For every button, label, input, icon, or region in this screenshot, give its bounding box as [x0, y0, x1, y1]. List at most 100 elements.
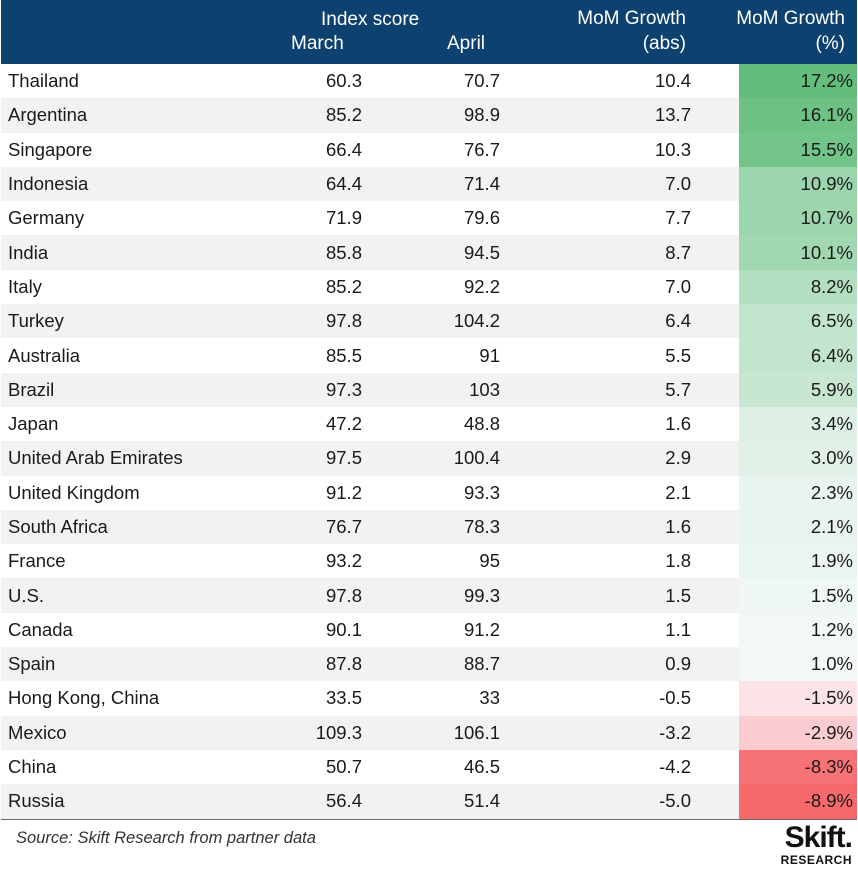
cell-pct-growth: -1.5%	[739, 681, 857, 716]
cell-country: South Africa	[8, 516, 108, 537]
table-body: Thailand 60.3 70.7 10.4 17.2% Argentina 85.2 98…	[1, 64, 857, 820]
cell-march: 109.3	[315, 721, 362, 743]
cell-abs-growth: 7.7	[665, 207, 691, 229]
growth-table: Index score March April MoM Growth (abs)…	[1, 0, 857, 820]
cell-abs-growth: 1.6	[665, 413, 691, 435]
cell-pct-growth: 10.7%	[739, 201, 857, 236]
cell-march: 91.2	[325, 481, 362, 503]
table-row: China 50.7 46.5 -4.2 -8.3%	[1, 749, 857, 785]
cell-pct-growth: 10.1%	[739, 235, 857, 270]
cell-march: 71.9	[325, 207, 362, 229]
cell-country: Indonesia	[8, 173, 89, 195]
cell-pct-growth: 15.5%	[739, 132, 857, 167]
cell-march: 60.3	[325, 70, 362, 92]
cell-country: U.S.	[8, 584, 44, 606]
table-row: Mexico 109.3 106.1 -3.2 -2.9%	[1, 715, 857, 750]
header-march: March	[291, 33, 344, 54]
cell-country: France	[8, 550, 66, 572]
header-index-score: Index score	[321, 9, 420, 30]
cell-april: 100.4	[453, 447, 500, 469]
cell-country: Japan	[8, 413, 59, 435]
cell-abs-growth: 6.4	[665, 310, 691, 332]
cell-country: Hong Kong, China	[8, 687, 160, 709]
table-header: Index score March April MoM Growth (abs)…	[1, 0, 857, 64]
cell-pct-growth: 1.5%	[739, 578, 857, 613]
cell-country: Argentina	[8, 104, 88, 126]
cell-pct-growth: 1.0%	[739, 647, 857, 682]
cell-march: 76.7	[325, 516, 362, 537]
table-row: United Arab Emirates 97.5 100.4 2.9 3.0%	[1, 441, 857, 476]
cell-april: 92.2	[463, 275, 500, 297]
cell-april: 46.5	[463, 756, 500, 778]
cell-abs-growth: -3.2	[659, 721, 691, 743]
cell-april: 98.9	[463, 104, 500, 126]
cell-pct-growth: -8.9%	[739, 784, 857, 819]
cell-abs-growth: 5.5	[665, 344, 691, 366]
cell-abs-growth: 10.4	[654, 70, 691, 92]
cell-abs-growth: -5.0	[659, 790, 691, 812]
cell-pct-growth: 2.1%	[739, 509, 857, 545]
cell-march: 50.7	[325, 756, 362, 778]
cell-pct-growth: 10.9%	[739, 166, 857, 202]
cell-march: 66.4	[325, 138, 362, 160]
cell-country: Germany	[8, 207, 85, 229]
skift-research-logo: Skift. RESEARCH	[780, 821, 853, 868]
table-row: South Africa 76.7 78.3 1.6 2.1%	[1, 509, 857, 545]
table-row: Hong Kong, China 33.5 33 -0.5 -1.5%	[1, 681, 857, 716]
table-row: Spain 87.8 88.7 0.9 1.0%	[1, 647, 857, 682]
cell-country: Canada	[8, 618, 73, 640]
cell-pct-growth: 16.1%	[739, 98, 857, 133]
cell-march: 97.5	[325, 447, 362, 469]
cell-march: 85.2	[325, 275, 362, 297]
cell-abs-growth: 5.7	[665, 378, 691, 400]
cell-march: 33.5	[325, 687, 362, 709]
cell-country: United Kingdom	[8, 481, 140, 503]
header-abs-line2: (abs)	[642, 33, 686, 54]
cell-abs-growth: -0.5	[659, 687, 691, 709]
table-row: Indonesia 64.4 71.4 7.0 10.9%	[1, 166, 857, 202]
logo-word: Skift.	[784, 821, 853, 854]
table-row: Italy 85.2 92.2 7.0 8.2%	[1, 269, 857, 305]
cell-april: 78.3	[463, 516, 500, 537]
table-row: Germany 71.9 79.6 7.7 10.7%	[1, 201, 857, 236]
cell-march: 85.8	[325, 241, 362, 263]
cell-april: 48.8	[463, 413, 500, 435]
cell-march: 64.4	[325, 173, 362, 195]
cell-march: 47.2	[325, 413, 362, 435]
cell-abs-growth: 7.0	[665, 275, 691, 297]
cell-march: 93.2	[325, 550, 362, 572]
cell-pct-growth: 6.5%	[739, 304, 857, 339]
cell-april: 51.4	[463, 790, 500, 812]
logo-sub: RESEARCH	[780, 853, 852, 867]
cell-april: 79.6	[463, 207, 500, 229]
cell-country: India	[8, 241, 49, 263]
table-row: U.S. 97.8 99.3 1.5 1.5%	[1, 578, 857, 613]
cell-country: Spain	[8, 653, 56, 675]
header-abs-line1: MoM Growth	[577, 8, 686, 29]
cell-pct-growth: 2.3%	[739, 475, 857, 510]
cell-pct-growth: 5.9%	[739, 372, 857, 407]
cell-pct-growth: 3.0%	[739, 441, 857, 476]
cell-abs-growth: 0.9	[665, 653, 691, 675]
cell-april: 94.5	[463, 241, 500, 263]
cell-abs-growth: 10.3	[654, 138, 691, 160]
cell-abs-growth: -4.2	[659, 756, 691, 778]
cell-april: 106.1	[453, 721, 500, 743]
cell-abs-growth: 1.6	[665, 516, 691, 537]
cell-march: 97.8	[325, 584, 362, 606]
cell-april: 95	[479, 550, 500, 572]
cell-country: Mexico	[8, 721, 67, 743]
cell-april: 93.3	[463, 481, 500, 503]
cell-pct-growth: 1.9%	[739, 544, 857, 579]
cell-abs-growth: 1.8	[665, 550, 691, 572]
table-row: Singapore 66.4 76.7 10.3 15.5%	[1, 132, 857, 167]
cell-april: 70.7	[463, 70, 500, 92]
cell-country: Russia	[8, 790, 65, 812]
cell-abs-growth: 1.1	[665, 618, 691, 640]
cell-pct-growth: -8.3%	[739, 749, 857, 785]
cell-april: 91.2	[463, 618, 500, 640]
cell-april: 88.7	[463, 653, 500, 675]
table-row: United Kingdom 91.2 93.3 2.1 2.3%	[1, 475, 857, 510]
header-pct-line2: (%)	[815, 33, 845, 54]
cell-country: Thailand	[8, 70, 79, 92]
